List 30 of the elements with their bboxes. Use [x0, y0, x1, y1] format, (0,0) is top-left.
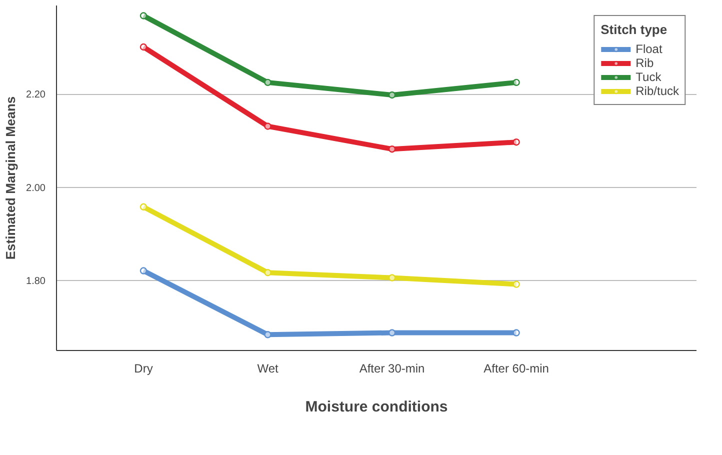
x-tick-label: After 30-min — [359, 362, 425, 376]
point — [140, 12, 148, 20]
x-tick-label: After 60-min — [484, 362, 549, 376]
y-tick-label: 2.00 — [26, 182, 46, 194]
point — [140, 203, 148, 210]
x-tick-label: Wet — [257, 362, 279, 376]
point — [264, 122, 272, 130]
point — [264, 78, 272, 86]
point — [512, 138, 520, 146]
point — [512, 280, 520, 288]
legend-label: Float — [636, 42, 662, 56]
legend-label: Rib — [636, 56, 655, 70]
legend-label: Rib/tuck — [636, 84, 679, 98]
point — [388, 91, 396, 99]
y-tick-label: 1.80 — [26, 276, 46, 288]
legend-title: Stitch type — [600, 22, 668, 37]
y-tick-label: 2.20 — [26, 90, 46, 101]
y-axis-title: Estimated Marginal Means — [3, 96, 18, 260]
point — [388, 329, 396, 336]
point — [512, 329, 520, 336]
point — [264, 269, 272, 276]
point — [140, 267, 148, 274]
x-tick-label: Dry — [134, 362, 153, 376]
x-axis-title: Moisture conditions — [305, 398, 448, 416]
point — [388, 274, 396, 282]
point — [512, 78, 520, 86]
point — [264, 331, 272, 338]
point — [388, 146, 396, 153]
point — [140, 43, 148, 51]
legend-label: Tuck — [636, 70, 662, 84]
